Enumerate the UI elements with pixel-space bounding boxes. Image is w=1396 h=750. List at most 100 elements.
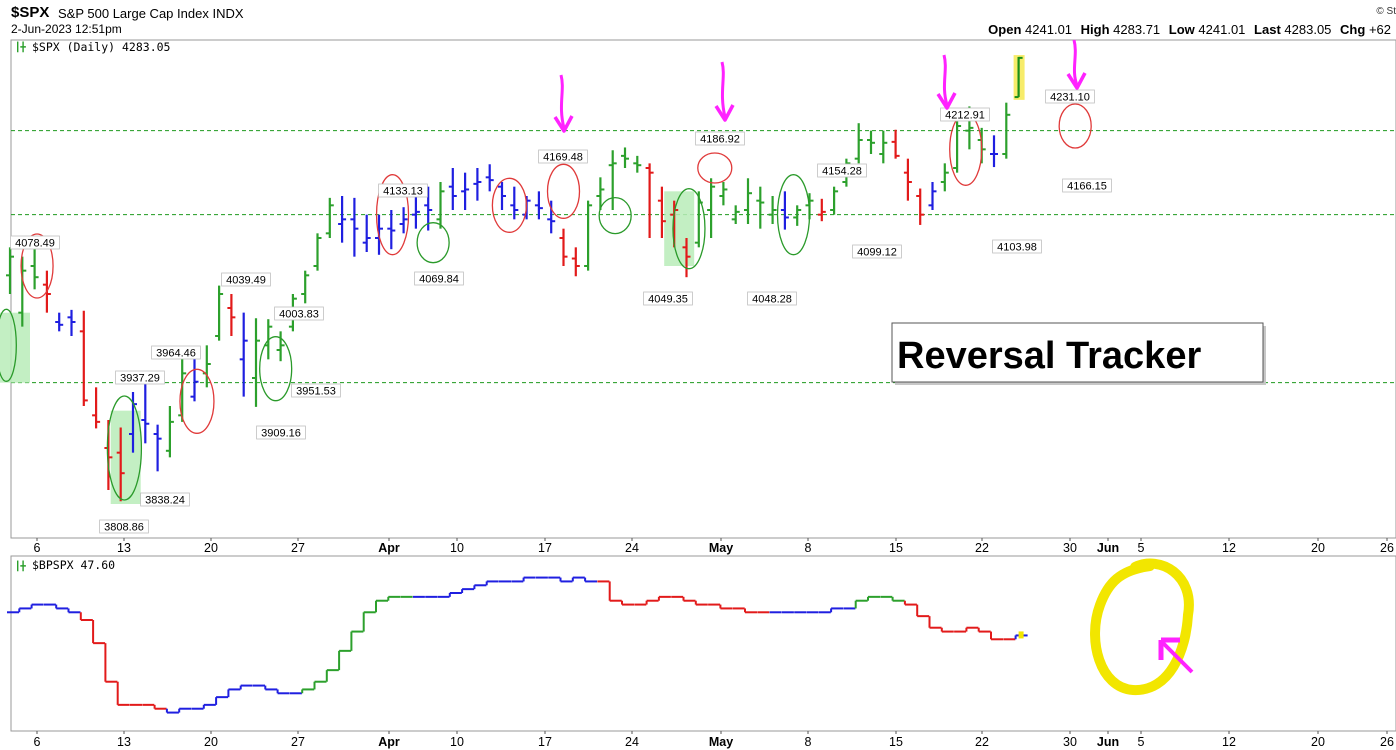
price-label-text: 4169.48 (543, 152, 583, 164)
price-label-text: 3964.46 (156, 348, 196, 360)
bp-step (990, 631, 1003, 641)
x-axis-label: Jun (1097, 541, 1119, 555)
ohlc-bar (325, 197, 334, 238)
ohlc-bar (30, 249, 39, 290)
bp-step (387, 595, 401, 601)
reversal-oval (949, 112, 983, 186)
legend-lower: ┃╋ $BPSPX 47.60 (15, 558, 115, 572)
price-label-text: 4099.12 (857, 247, 897, 259)
x-axis-label: 24 (625, 541, 639, 555)
price-label-text: 3909.16 (261, 428, 301, 440)
price-label-text: 4231.10 (1050, 92, 1090, 104)
last-label: Last (1254, 22, 1281, 37)
price-label: 4078.49 (10, 235, 60, 250)
price-label-text: 4069.84 (419, 274, 459, 286)
highlight-box (664, 191, 695, 266)
ohlc-bar (92, 387, 101, 429)
ohlc-bar (485, 164, 494, 192)
bp-step (92, 620, 106, 645)
reversal-oval (598, 196, 632, 235)
ohlc-bar (153, 424, 162, 472)
symbol-label: $SPX (11, 4, 50, 21)
reversal-oval (697, 152, 733, 184)
ohlc-bar (584, 200, 593, 271)
copyright-text: © St (1376, 6, 1396, 17)
chg-label: Chg (1340, 22, 1366, 37)
bp-step (325, 669, 339, 682)
bp-step (928, 616, 942, 629)
ohlc-bar (903, 158, 912, 201)
price-label-text: 3937.29 (120, 373, 160, 385)
price-label: 4039.49 (221, 272, 271, 287)
x-axis-label: 12 (1222, 735, 1236, 749)
ohlc-bar (1014, 56, 1023, 99)
x-axis-label: 20 (204, 735, 218, 749)
ohlc-bar (867, 130, 875, 154)
ohlc-bar (854, 123, 863, 164)
bp-step (830, 607, 844, 613)
bp-step (276, 689, 290, 695)
ohlc-bar (227, 294, 236, 336)
bp-step (202, 703, 216, 709)
bp-step (965, 626, 979, 632)
reversal-oval (491, 177, 528, 233)
ohlc-bar (141, 382, 150, 444)
bp-step (473, 584, 487, 590)
ohlc-bar (621, 147, 629, 168)
lower-panel-frame (10, 555, 1396, 732)
yellow-scribble-circle (1090, 558, 1194, 695)
highlight-boxes (0, 55, 1025, 504)
ohlc-bar (252, 318, 260, 407)
price-label: 4003.83 (274, 306, 324, 321)
bp-step (313, 680, 327, 690)
overlay-title: Reversal Tracker (897, 335, 1201, 377)
x-axis-label: 8 (805, 541, 812, 555)
bp-step (522, 576, 536, 582)
ohlc-bar (448, 168, 457, 210)
ohlc-bar (559, 228, 568, 266)
ohlc-bar (744, 178, 752, 224)
magenta-arrow (936, 54, 957, 110)
x-axis-label: 24 (625, 735, 639, 749)
bp-step (867, 595, 880, 601)
price-label: 4166.15 (1062, 178, 1112, 193)
x-axis-lower: 6 13 20 27 Apr 10 17 24 May 8 15 22 30 Jun 5 12 20 26 (34, 731, 1394, 749)
x-axis-label: 22 (975, 735, 989, 749)
bp-step (903, 600, 917, 606)
upper-legend-text: $SPX (Daily) 4283.05 (32, 40, 170, 54)
ohlc-bar (719, 182, 728, 206)
x-axis-label: 13 (117, 541, 131, 555)
highlight-box (0, 312, 30, 383)
bp-step (916, 604, 930, 618)
ohlc-bar (682, 238, 691, 278)
x-axis-upper: 6 13 20 27 Apr 10 17 24 May 8 15 22 30 Jun 5 12 20 26 (34, 538, 1394, 555)
ohlc-bar (830, 186, 839, 215)
bp-step (448, 592, 462, 597)
reversal-oval (0, 308, 17, 382)
ohlc-bar (498, 182, 506, 210)
ohlc-bar (940, 163, 949, 192)
bp-step (153, 704, 167, 710)
reversal-oval (776, 174, 811, 256)
x-axis-label: May (709, 541, 733, 555)
ohlc-bar (510, 186, 519, 220)
bp-step (264, 685, 278, 691)
bp-step (854, 599, 868, 609)
ohlc-bar (534, 191, 543, 220)
price-label: 3964.46 (151, 345, 201, 360)
price-label: 3909.16 (256, 425, 306, 440)
x-axis-label: 8 (805, 735, 812, 749)
chart-header: $SPX S&P 500 Large Cap Index INDX 2-Jun-… (0, 0, 1396, 40)
reversal-oval (546, 163, 581, 219)
price-label: 4186.92 (695, 131, 745, 146)
x-axis-label: 20 (1311, 541, 1325, 555)
ohlc-bar (362, 214, 371, 252)
ohlc-bar (731, 205, 740, 224)
annotation-arrows (553, 39, 1087, 133)
reversal-oval (106, 395, 143, 501)
low-value: 4241.01 (1198, 22, 1246, 37)
ohlc-bar (18, 256, 27, 327)
price-label: 4212.91 (940, 107, 990, 122)
price-label: 4133.13 (378, 183, 428, 198)
bp-step (744, 608, 757, 614)
